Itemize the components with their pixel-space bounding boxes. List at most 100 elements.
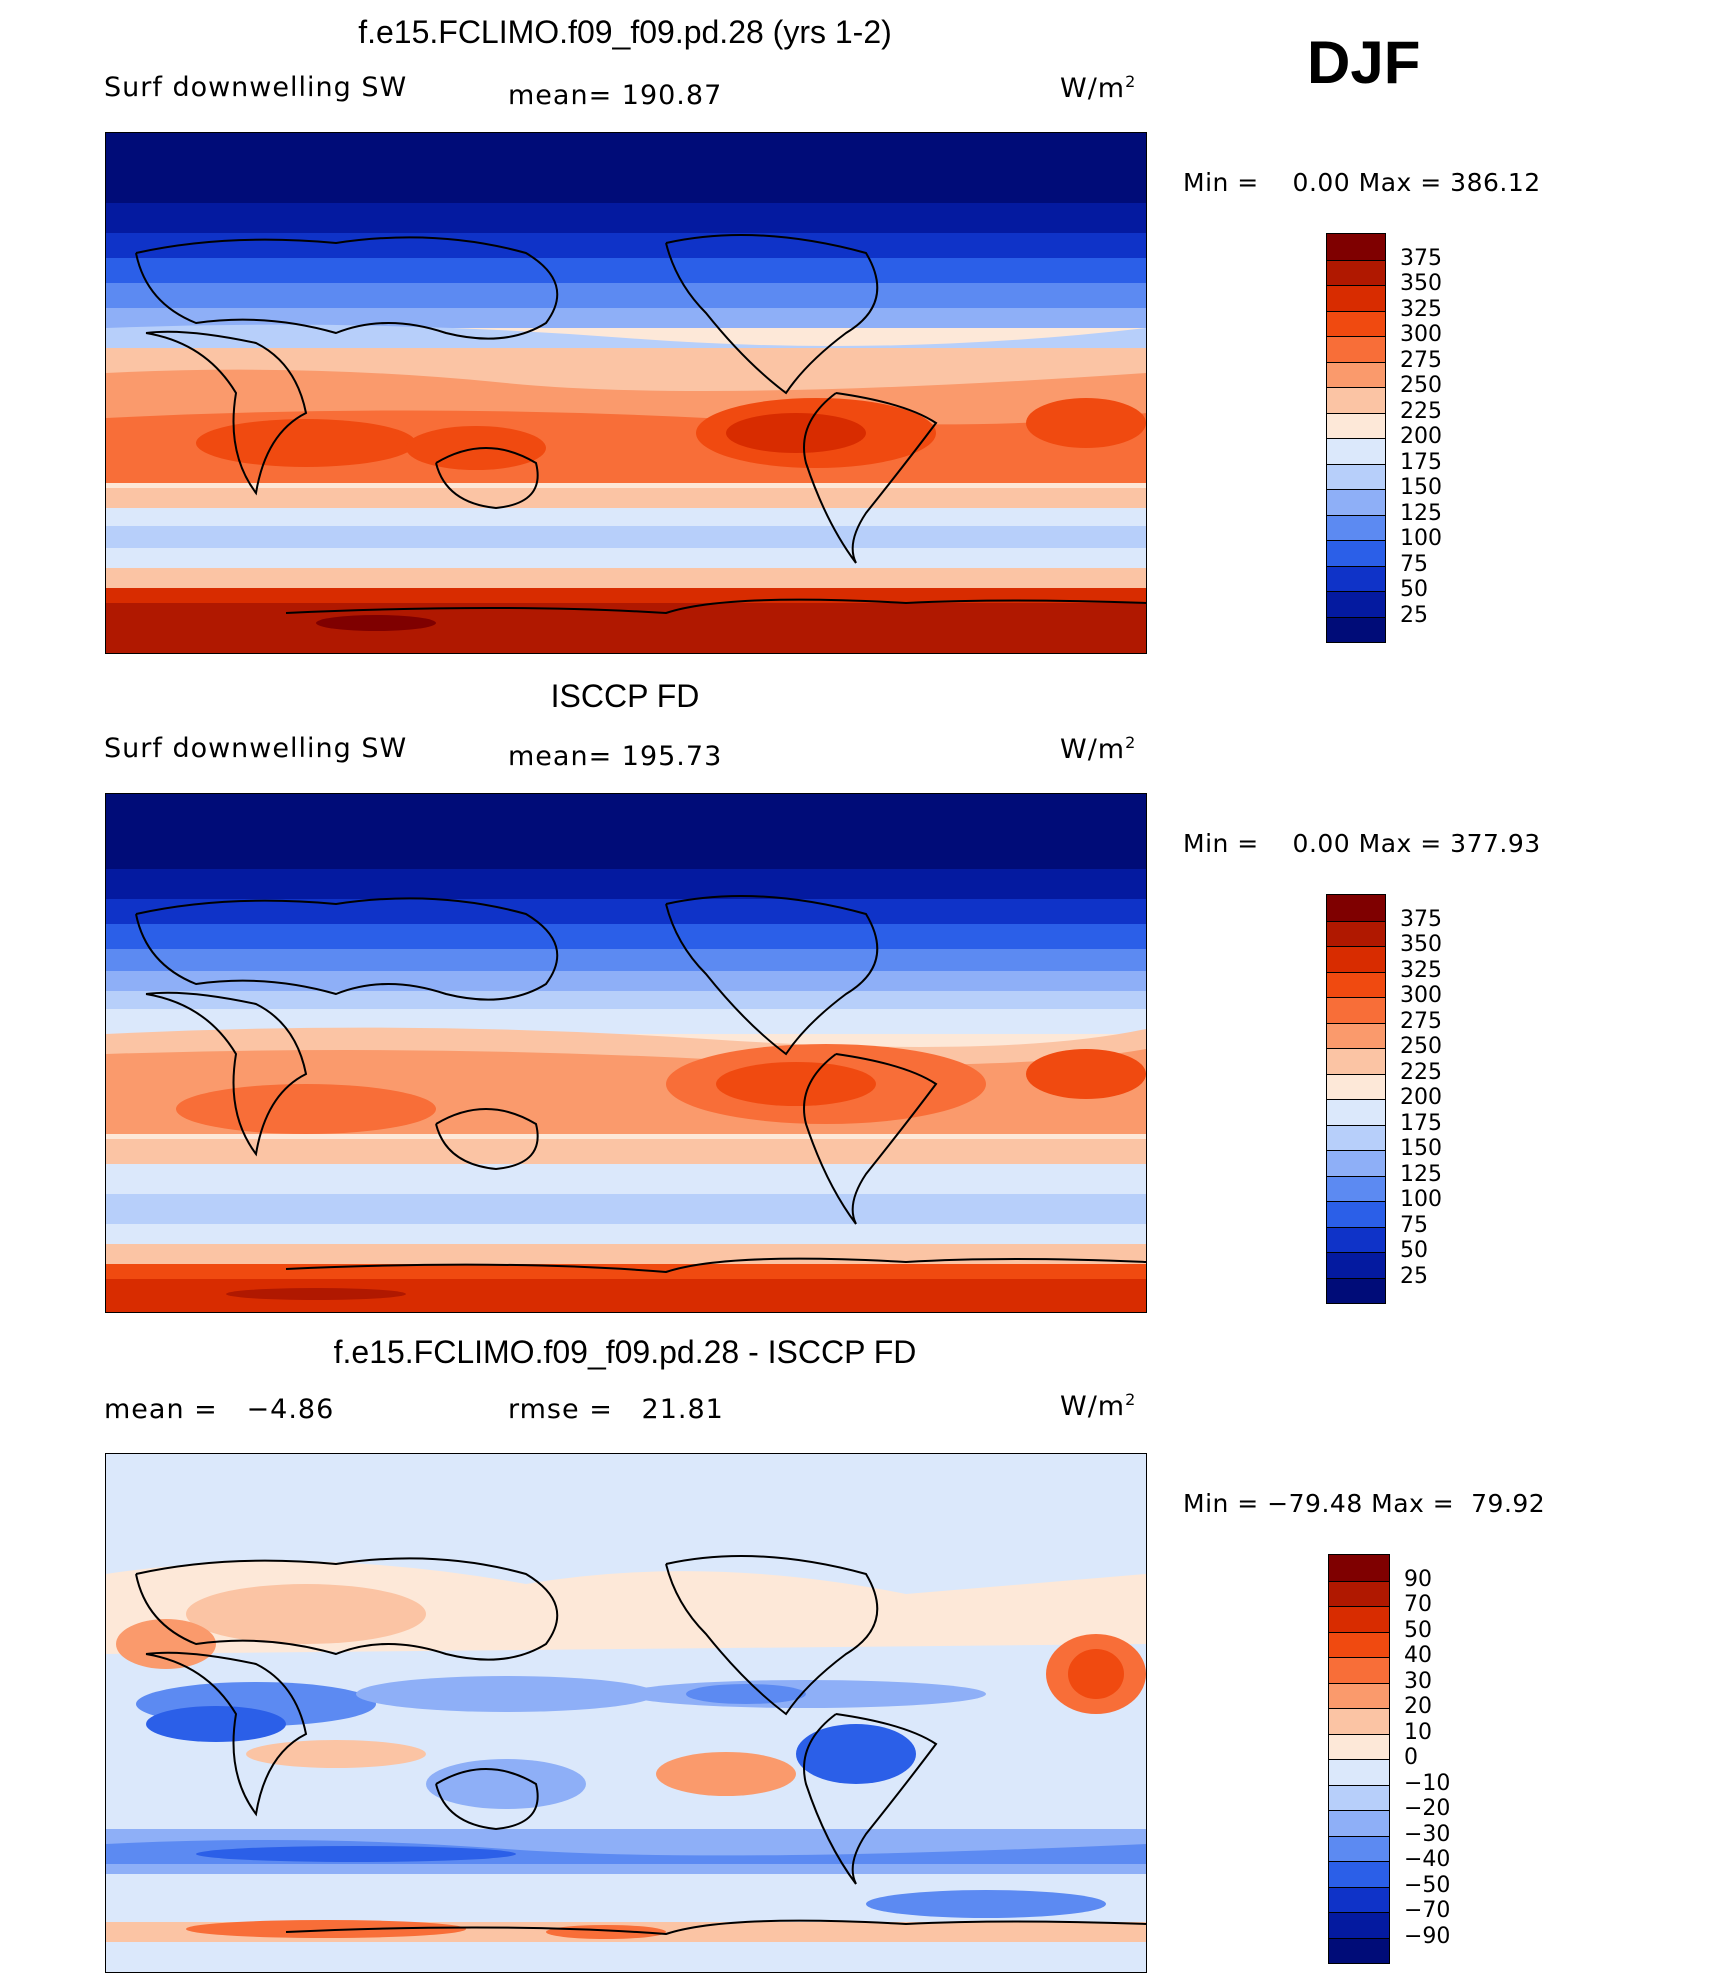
colorbar-segment: [1327, 565, 1385, 591]
colorbar-segment: [1327, 946, 1385, 972]
panel2-map-svg: [106, 794, 1146, 1312]
colorbar-segment: [1327, 1022, 1385, 1048]
panel3-units: W/m2: [1060, 1390, 1137, 1422]
colorbar-segment: [1327, 1073, 1385, 1099]
panel2-colorbar: [1326, 894, 1386, 1304]
panel1-map-svg: [106, 133, 1146, 653]
panel2-mean-label: mean= 195.73: [508, 741, 723, 772]
season-label: DJF: [1307, 29, 1421, 96]
colorbar-segment: [1329, 1682, 1389, 1708]
colorbar-segment: [1329, 1937, 1389, 1963]
colorbar-tick-label: 250: [1400, 1034, 1442, 1059]
colorbar-tick-label: 0: [1404, 1745, 1418, 1770]
panel2-title: ISCCP FD: [550, 678, 700, 714]
colorbar-tick-label: 30: [1404, 1668, 1432, 1694]
panel2-minmax: Min = 0.00 Max = 377.93: [1183, 829, 1541, 858]
colorbar-segment: [1329, 1657, 1389, 1683]
colorbar-segment: [1327, 387, 1385, 413]
colorbar-tick-label: 25: [1400, 1263, 1428, 1289]
colorbar-segment: [1329, 1580, 1389, 1606]
colorbar-segment: [1327, 1252, 1385, 1278]
colorbar-segment: [1327, 438, 1385, 464]
colorbar-segment: [1327, 997, 1385, 1023]
colorbar-tick-label: 300: [1400, 983, 1442, 1008]
colorbar-tick-label: 90: [1404, 1566, 1432, 1592]
colorbar-segment: [1329, 1606, 1389, 1632]
colorbar-tick-label: 125: [1400, 1161, 1442, 1187]
colorbar-tick-label: 300: [1400, 322, 1442, 347]
colorbar-tick-label: 70: [1404, 1592, 1432, 1617]
colorbar-tick-label: 150: [1400, 475, 1442, 500]
colorbar-segment: [1327, 540, 1385, 566]
panel1-variable-label: Surf downwelling SW: [104, 72, 408, 103]
colorbar-tick-label: 325: [1400, 296, 1442, 322]
colorbar-segment: [1327, 310, 1385, 336]
panel1-map: [105, 132, 1147, 654]
panel1-colorbar: [1326, 233, 1386, 643]
panel3-map: [105, 1453, 1147, 1973]
colorbar-tick-label: 375: [1400, 245, 1442, 271]
colorbar-tick-label: 20: [1404, 1694, 1432, 1719]
colorbar-tick-label: −10: [1404, 1770, 1451, 1796]
colorbar-tick-label: 225: [1400, 1059, 1442, 1085]
panel2-variable-label: Surf downwelling SW: [104, 733, 408, 764]
colorbar-segment: [1327, 1277, 1385, 1303]
colorbar-segment: [1329, 1886, 1389, 1912]
colorbar-segment: [1329, 1784, 1389, 1810]
colorbar-tick-label: 25: [1400, 602, 1428, 628]
colorbar-segment: [1329, 1733, 1389, 1759]
colorbar-tick-label: −70: [1404, 1898, 1451, 1923]
colorbar-tick-label: −50: [1404, 1872, 1451, 1898]
colorbar-segment: [1327, 412, 1385, 438]
colorbar-tick-label: −30: [1404, 1821, 1451, 1847]
colorbar-tick-label: 50: [1400, 1238, 1428, 1263]
colorbar-tick-label: 150: [1400, 1136, 1442, 1161]
colorbar-segment: [1327, 895, 1385, 921]
panel1-title: f.e15.FCLIMO.f09_f09.pd.28 (yrs 1-2): [358, 14, 892, 50]
colorbar-tick-label: 350: [1400, 932, 1442, 957]
colorbar-segment: [1327, 1124, 1385, 1150]
colorbar-tick-label: 40: [1404, 1643, 1432, 1668]
colorbar-segment: [1327, 514, 1385, 540]
colorbar-tick-label: 50: [1404, 1617, 1432, 1643]
colorbar-tick-label: 250: [1400, 373, 1442, 398]
colorbar-segment: [1327, 234, 1385, 260]
colorbar-segment: [1327, 259, 1385, 285]
colorbar-segment: [1327, 285, 1385, 311]
colorbar-segment: [1327, 920, 1385, 946]
colorbar-tick-label: 100: [1400, 1187, 1442, 1212]
colorbar-tick-label: 200: [1400, 424, 1442, 449]
colorbar-segment: [1329, 1631, 1389, 1657]
colorbar-segment: [1327, 489, 1385, 515]
colorbar-segment: [1327, 361, 1385, 387]
colorbar-segment: [1329, 1555, 1389, 1581]
colorbar-tick-label: 275: [1400, 347, 1442, 373]
colorbar-segment: [1329, 1912, 1389, 1938]
colorbar-tick-label: −20: [1404, 1796, 1451, 1821]
panel1-units: W/m2: [1060, 72, 1137, 104]
panel1-minmax: Min = 0.00 Max = 386.12: [1183, 168, 1541, 197]
colorbar-segment: [1329, 1759, 1389, 1785]
colorbar-tick-label: 175: [1400, 1110, 1442, 1136]
colorbar-segment: [1327, 1048, 1385, 1074]
colorbar-segment: [1327, 463, 1385, 489]
colorbar-segment: [1327, 1150, 1385, 1176]
panel1-mean-label: mean= 190.87: [508, 80, 723, 111]
colorbar-tick-label: 275: [1400, 1008, 1442, 1034]
colorbar-tick-label: 125: [1400, 500, 1442, 526]
colorbar-tick-label: 175: [1400, 449, 1442, 475]
colorbar-tick-label: 50: [1400, 577, 1428, 602]
colorbar-segment: [1329, 1835, 1389, 1861]
colorbar-tick-label: 75: [1400, 1212, 1428, 1238]
colorbar-tick-label: 325: [1400, 957, 1442, 983]
colorbar-segment: [1327, 1201, 1385, 1227]
panel3-title: f.e15.FCLIMO.f09_f09.pd.28 - ISCCP FD: [333, 1334, 917, 1370]
colorbar-tick-label: −90: [1404, 1923, 1451, 1949]
panel3-minmax: Min = −79.48 Max = 79.92: [1183, 1489, 1546, 1518]
colorbar-tick-label: 225: [1400, 398, 1442, 424]
panel3-colorbar: [1328, 1554, 1390, 1964]
colorbar-tick-label: 10: [1404, 1719, 1432, 1745]
panel3-rmse-label: rmse = 21.81: [508, 1394, 724, 1425]
colorbar-segment: [1329, 1861, 1389, 1887]
colorbar-tick-label: 75: [1400, 551, 1428, 577]
